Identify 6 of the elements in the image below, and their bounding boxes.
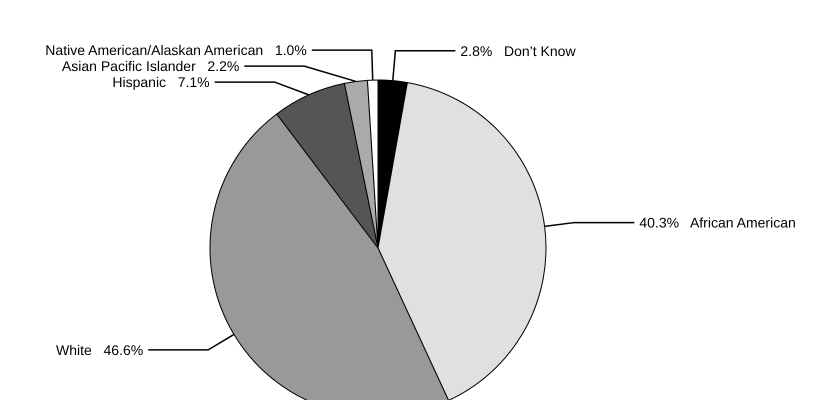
slice-label: Asian Pacific Islander 2.2% [62, 58, 240, 74]
slice-label: Native American/Alaskan American 1.0% [45, 42, 307, 58]
slice-label: White 46.6% [56, 342, 144, 358]
slice-label: 2.8% Don’t Know [460, 42, 576, 59]
slice-label: 40.3% African American [639, 214, 796, 231]
slice-label: Hispanic 7.1% [112, 74, 210, 90]
